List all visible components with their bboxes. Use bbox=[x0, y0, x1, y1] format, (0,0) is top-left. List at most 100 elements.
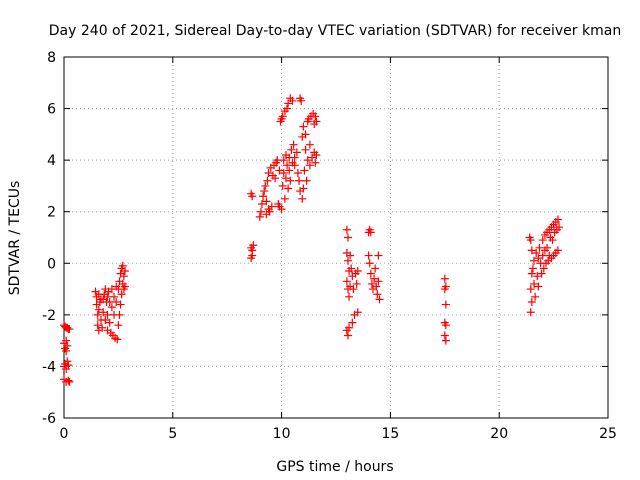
y-tick-label: -4 bbox=[42, 359, 56, 375]
data-point bbox=[277, 205, 286, 214]
data-point bbox=[280, 194, 289, 203]
data-point bbox=[527, 246, 536, 255]
data-point bbox=[289, 140, 298, 149]
data-point bbox=[263, 176, 272, 185]
data-point bbox=[530, 279, 539, 288]
data-point bbox=[267, 202, 276, 211]
data-point bbox=[283, 104, 292, 113]
data-point bbox=[299, 184, 308, 193]
data-point bbox=[348, 318, 357, 327]
data-point bbox=[65, 325, 74, 334]
data-point bbox=[441, 336, 450, 345]
data-point bbox=[308, 153, 317, 162]
data-point bbox=[534, 254, 543, 263]
data-point bbox=[247, 254, 256, 263]
data-point bbox=[94, 305, 103, 314]
x-axis-title: GPS time / hours bbox=[276, 459, 393, 475]
data-point bbox=[526, 236, 535, 245]
data-point bbox=[311, 112, 320, 121]
data-point bbox=[543, 243, 552, 252]
data-point bbox=[528, 264, 537, 273]
x-tick-labels: 0 5 10 15 20 25 bbox=[60, 426, 617, 442]
data-point bbox=[287, 145, 296, 154]
data-point bbox=[345, 292, 354, 301]
y-tick-label: -2 bbox=[42, 308, 56, 324]
data-points bbox=[60, 94, 564, 386]
tick-marks bbox=[63, 56, 609, 419]
data-point bbox=[65, 377, 74, 386]
data-point bbox=[290, 161, 299, 170]
data-point bbox=[120, 282, 129, 291]
data-point bbox=[279, 156, 288, 165]
data-point bbox=[539, 264, 548, 273]
data-point bbox=[366, 269, 375, 278]
data-point bbox=[532, 248, 541, 257]
data-point bbox=[553, 246, 562, 255]
data-point bbox=[531, 292, 540, 301]
data-point bbox=[301, 145, 310, 154]
data-point bbox=[278, 181, 287, 190]
data-point bbox=[258, 199, 267, 208]
data-point bbox=[265, 207, 274, 216]
data-point bbox=[119, 272, 128, 281]
data-point bbox=[63, 341, 72, 350]
data-point bbox=[279, 169, 288, 178]
y-axis-title: SDTVAR / TECUs bbox=[7, 181, 23, 296]
data-point bbox=[99, 308, 108, 317]
data-point bbox=[347, 264, 356, 273]
data-point bbox=[284, 184, 293, 193]
data-point bbox=[527, 269, 536, 278]
data-point bbox=[249, 241, 258, 250]
data-point bbox=[364, 251, 373, 260]
y-tick-label: 0 bbox=[47, 256, 56, 272]
data-point bbox=[271, 174, 280, 183]
data-point bbox=[537, 269, 546, 278]
data-point bbox=[533, 272, 542, 281]
data-point bbox=[292, 148, 301, 157]
data-point bbox=[117, 290, 126, 299]
data-point bbox=[301, 130, 310, 139]
data-point bbox=[353, 267, 362, 276]
data-point bbox=[440, 331, 449, 340]
y-tick-label: 8 bbox=[47, 50, 56, 66]
data-point bbox=[256, 207, 265, 216]
x-tick-label: 5 bbox=[168, 426, 177, 442]
data-point bbox=[343, 233, 352, 242]
data-point bbox=[346, 251, 355, 260]
data-point bbox=[118, 261, 127, 270]
x-tick-label: 10 bbox=[273, 426, 291, 442]
data-point bbox=[293, 169, 302, 178]
data-point bbox=[299, 122, 308, 131]
y-tick-label: 6 bbox=[47, 102, 56, 118]
x-tick-label: 25 bbox=[599, 426, 617, 442]
data-point bbox=[281, 174, 290, 183]
data-point bbox=[345, 323, 354, 332]
data-point bbox=[441, 321, 450, 330]
data-point bbox=[112, 297, 121, 306]
data-point bbox=[440, 274, 449, 283]
data-point bbox=[64, 376, 73, 385]
data-point bbox=[105, 318, 114, 327]
data-point bbox=[96, 295, 105, 304]
data-point bbox=[260, 187, 269, 196]
data-point bbox=[298, 194, 307, 203]
data-point bbox=[93, 321, 102, 330]
data-point bbox=[300, 166, 309, 175]
data-point bbox=[365, 259, 374, 268]
data-point bbox=[103, 292, 112, 301]
data-point bbox=[352, 279, 361, 288]
data-point bbox=[342, 277, 351, 286]
data-point bbox=[374, 251, 383, 260]
data-point bbox=[366, 228, 375, 237]
data-point bbox=[373, 290, 382, 299]
data-point bbox=[302, 176, 311, 185]
data-point bbox=[295, 176, 304, 185]
data-point bbox=[342, 225, 351, 234]
data-point bbox=[375, 295, 384, 304]
data-point bbox=[248, 192, 257, 201]
data-point bbox=[255, 212, 264, 221]
data-point bbox=[286, 176, 295, 185]
data-point bbox=[303, 156, 312, 165]
plot-frame bbox=[63, 56, 609, 419]
data-point bbox=[62, 336, 71, 345]
